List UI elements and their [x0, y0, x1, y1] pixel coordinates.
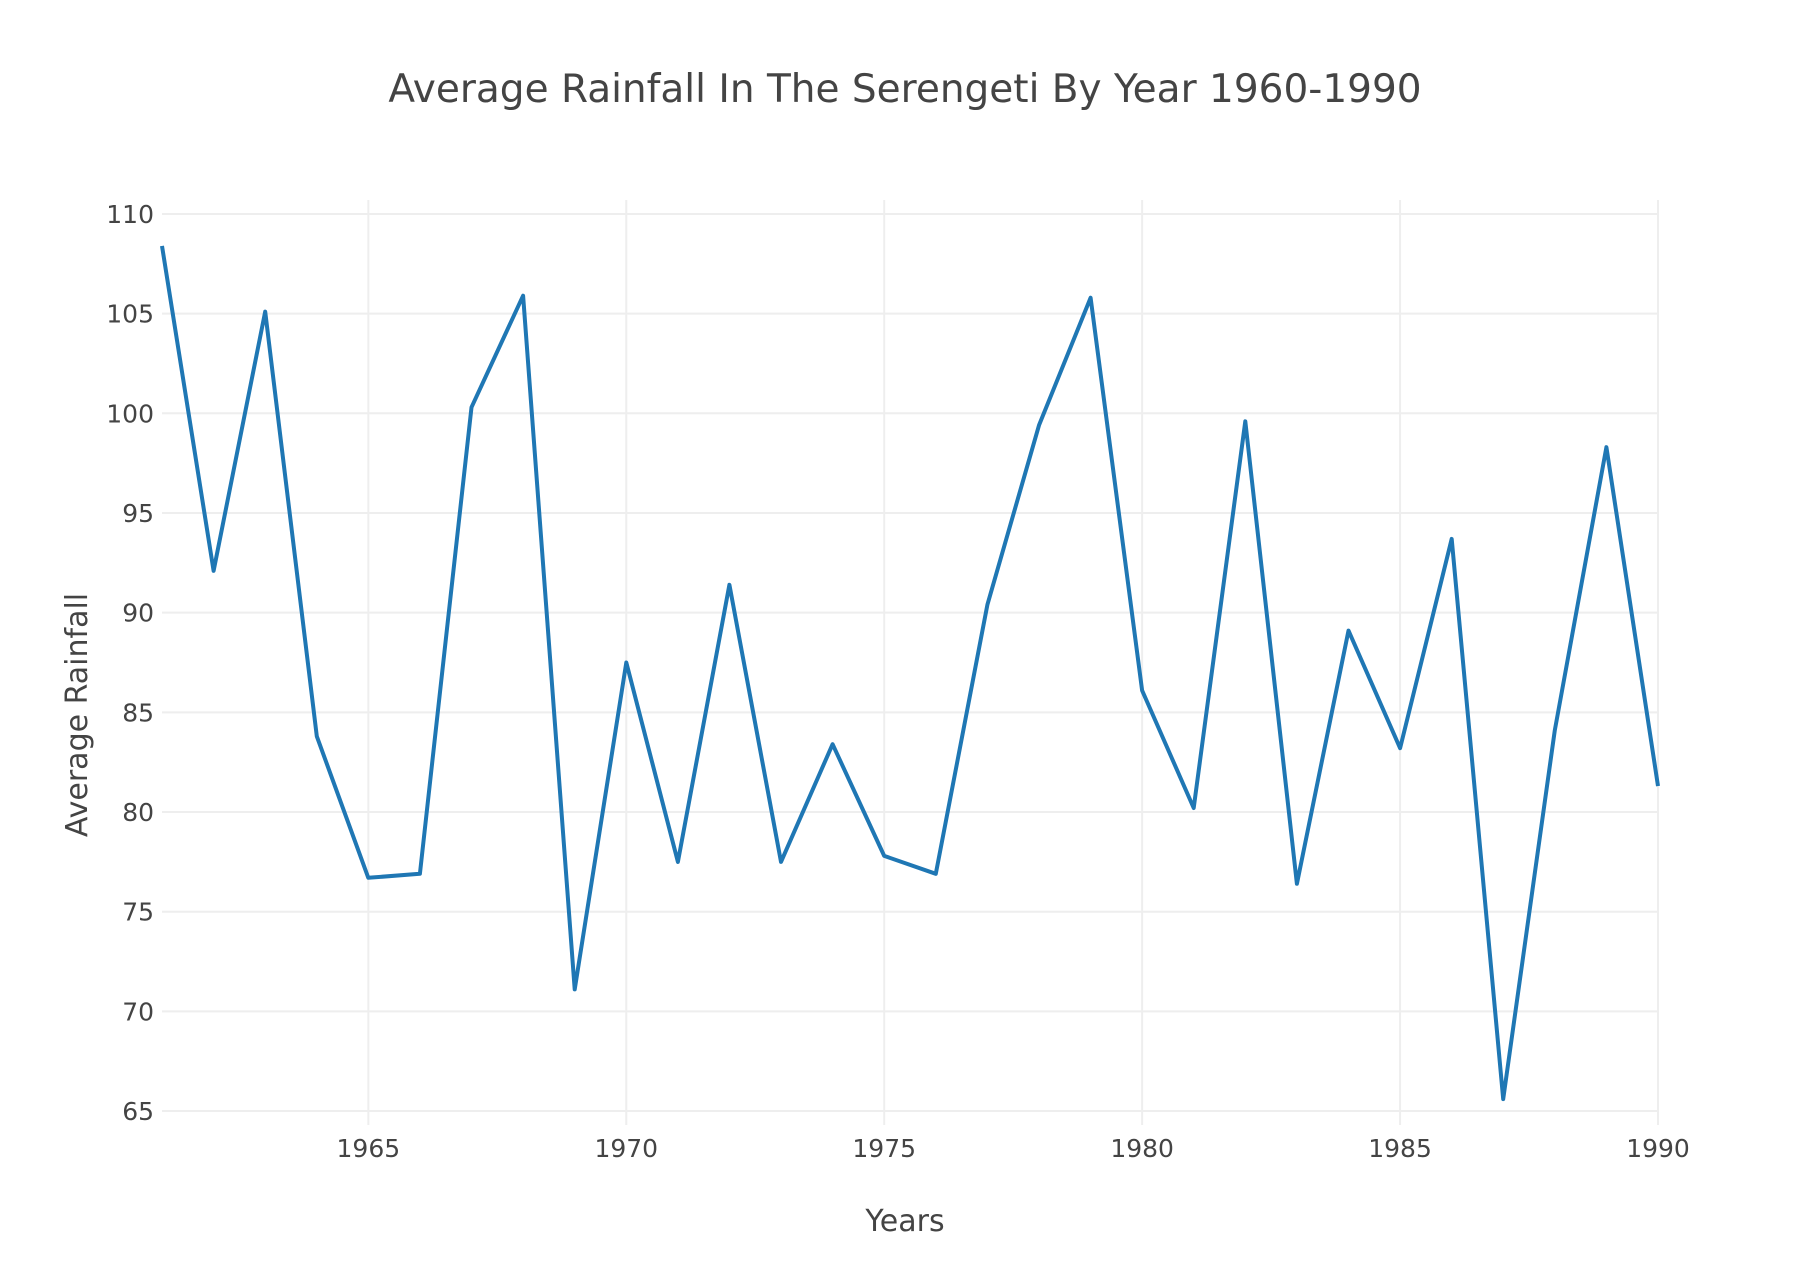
data-point	[262, 309, 268, 315]
y-tick-label: 95	[122, 499, 154, 528]
x-tick-label: 1980	[1110, 1134, 1174, 1163]
data-point	[984, 602, 990, 608]
data-point	[417, 871, 423, 877]
data-point	[159, 243, 165, 249]
y-tick-label: 100	[106, 399, 154, 428]
y-tick-label: 85	[122, 698, 154, 727]
x-tick-label: 1985	[1368, 1134, 1432, 1163]
data-point	[1191, 805, 1197, 811]
data-point	[933, 871, 939, 877]
grid-layer	[162, 200, 1659, 1125]
y-tick-label: 110	[106, 200, 154, 229]
data-point	[1397, 745, 1403, 751]
y-tick-label: 70	[122, 997, 154, 1026]
data-point	[572, 986, 578, 992]
data-point	[1552, 727, 1558, 733]
data-point	[1139, 687, 1145, 693]
x-tick-label: 1965	[337, 1134, 401, 1163]
data-point	[623, 660, 629, 666]
x-tick-label: 1990	[1626, 1134, 1690, 1163]
data-point	[881, 853, 887, 859]
data-point	[1603, 444, 1609, 450]
data-point	[726, 582, 732, 588]
y-tick-label: 90	[122, 599, 154, 628]
y-tick-label: 105	[106, 300, 154, 329]
x-tick-label: 1970	[594, 1134, 658, 1163]
data-point	[675, 859, 681, 865]
chart-title: Average Rainfall In The Serengeti By Yea…	[388, 67, 1421, 112]
data-point	[314, 733, 320, 739]
y-tick-label: 80	[122, 798, 154, 827]
data-point	[830, 741, 836, 747]
data-point	[1294, 881, 1300, 887]
data-point	[211, 568, 217, 574]
y-tick-label: 65	[122, 1097, 154, 1126]
data-point	[520, 293, 526, 299]
data-point	[1345, 628, 1351, 634]
tick-labels: 65 70 75 80 85 90 95 100 105 110 1965 1970 1975 1980 1…	[106, 200, 1690, 1163]
data-point	[778, 859, 784, 865]
y-tick-label: 75	[122, 898, 154, 927]
data-point	[1242, 418, 1248, 424]
data-point	[365, 875, 371, 881]
data-point	[469, 404, 475, 410]
data-point	[1036, 422, 1042, 428]
data-point	[1449, 536, 1455, 542]
x-tick-label: 1975	[852, 1134, 916, 1163]
data-point	[1655, 783, 1661, 789]
plot-area	[159, 243, 1661, 1102]
x-axis-title: Years	[864, 1204, 944, 1239]
data-point	[1500, 1096, 1506, 1102]
data-point	[1088, 295, 1094, 301]
y-axis-title: Average Rainfall	[60, 593, 95, 837]
series-line	[160, 245, 1660, 1102]
